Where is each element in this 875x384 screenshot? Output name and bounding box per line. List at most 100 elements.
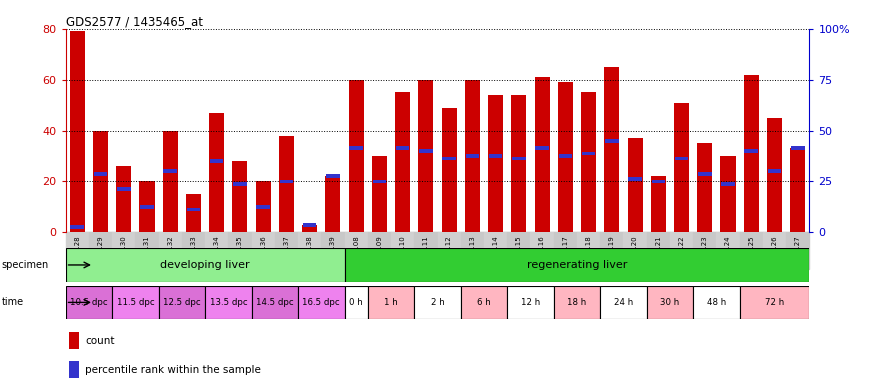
Bar [461,232,484,269]
Bar [536,146,549,150]
Bar [507,286,554,319]
Bar [628,177,642,181]
Bar [790,148,805,232]
Bar [158,232,182,269]
Bar [438,232,461,269]
Bar [349,146,363,150]
Bar [396,146,410,150]
Bar [209,113,224,232]
Text: 24 h: 24 h [614,298,634,307]
Bar [164,169,177,173]
Text: 30 h: 30 h [661,298,680,307]
Bar [717,232,739,269]
Bar [163,131,178,232]
Text: 48 h: 48 h [707,298,726,307]
Bar [465,79,480,232]
Bar [484,232,508,269]
Bar [66,286,112,319]
Text: GDS2577 / 1435465_at: GDS2577 / 1435465_at [66,15,203,28]
Bar [112,232,136,269]
Bar [557,82,573,232]
Text: 2 h: 2 h [430,298,444,307]
Bar [651,176,666,232]
Bar [670,232,693,269]
Bar [767,169,781,173]
Bar [512,157,526,161]
Bar [94,172,108,176]
Bar [71,225,84,229]
Bar [721,182,735,186]
Bar [605,67,620,232]
Bar [372,156,387,232]
Bar [139,182,155,232]
Bar [252,286,298,319]
Text: 6 h: 6 h [477,298,491,307]
Bar [605,139,619,142]
Bar [228,232,252,269]
Bar [647,232,670,269]
Bar [321,232,345,269]
Bar [280,180,293,183]
Bar [298,232,321,269]
Bar [744,74,759,232]
Bar [326,176,340,232]
Text: 18 h: 18 h [567,298,586,307]
Bar [647,286,693,319]
Bar [652,180,665,183]
Bar [373,180,386,183]
Bar [623,232,647,269]
Bar [442,108,457,232]
Bar [763,232,786,269]
Text: time: time [2,297,24,307]
Bar [698,172,711,176]
Text: 14.5 dpc: 14.5 dpc [256,298,294,307]
Text: 12 h: 12 h [521,298,540,307]
Bar [558,154,572,158]
Bar [419,149,432,153]
Text: 10.5 dpc: 10.5 dpc [70,298,108,307]
Bar [205,286,252,319]
Text: developing liver: developing liver [160,260,250,270]
Bar [786,232,809,269]
Bar [675,157,689,161]
Bar [368,232,391,269]
Text: 0 h: 0 h [349,298,363,307]
Bar [210,159,223,163]
Bar [414,232,438,269]
Bar [303,223,317,227]
Bar [414,286,461,319]
Bar [767,118,782,232]
Bar [693,232,717,269]
Text: count: count [85,336,115,346]
Bar [256,205,270,209]
Bar [275,232,298,269]
Bar [345,286,368,319]
Bar [136,232,158,269]
Bar [391,232,414,269]
Bar [600,286,647,319]
Text: specimen: specimen [2,260,49,270]
Bar [507,232,530,269]
Bar [511,95,527,232]
Text: 12.5 dpc: 12.5 dpc [163,298,200,307]
Bar [443,157,456,161]
Bar [182,232,205,269]
Bar [582,152,595,156]
Bar [205,232,228,269]
Bar [745,149,758,153]
Text: 16.5 dpc: 16.5 dpc [303,298,340,307]
Bar [66,248,345,282]
Bar [577,232,600,269]
Bar [581,93,596,232]
Bar [302,225,318,232]
Bar [674,103,690,232]
Bar [461,286,507,319]
Bar [69,332,79,349]
Bar [69,361,79,378]
Bar [326,174,340,178]
Bar [488,95,503,232]
Bar [298,286,345,319]
Bar [554,286,600,319]
Bar [89,232,112,269]
Bar [345,232,368,269]
